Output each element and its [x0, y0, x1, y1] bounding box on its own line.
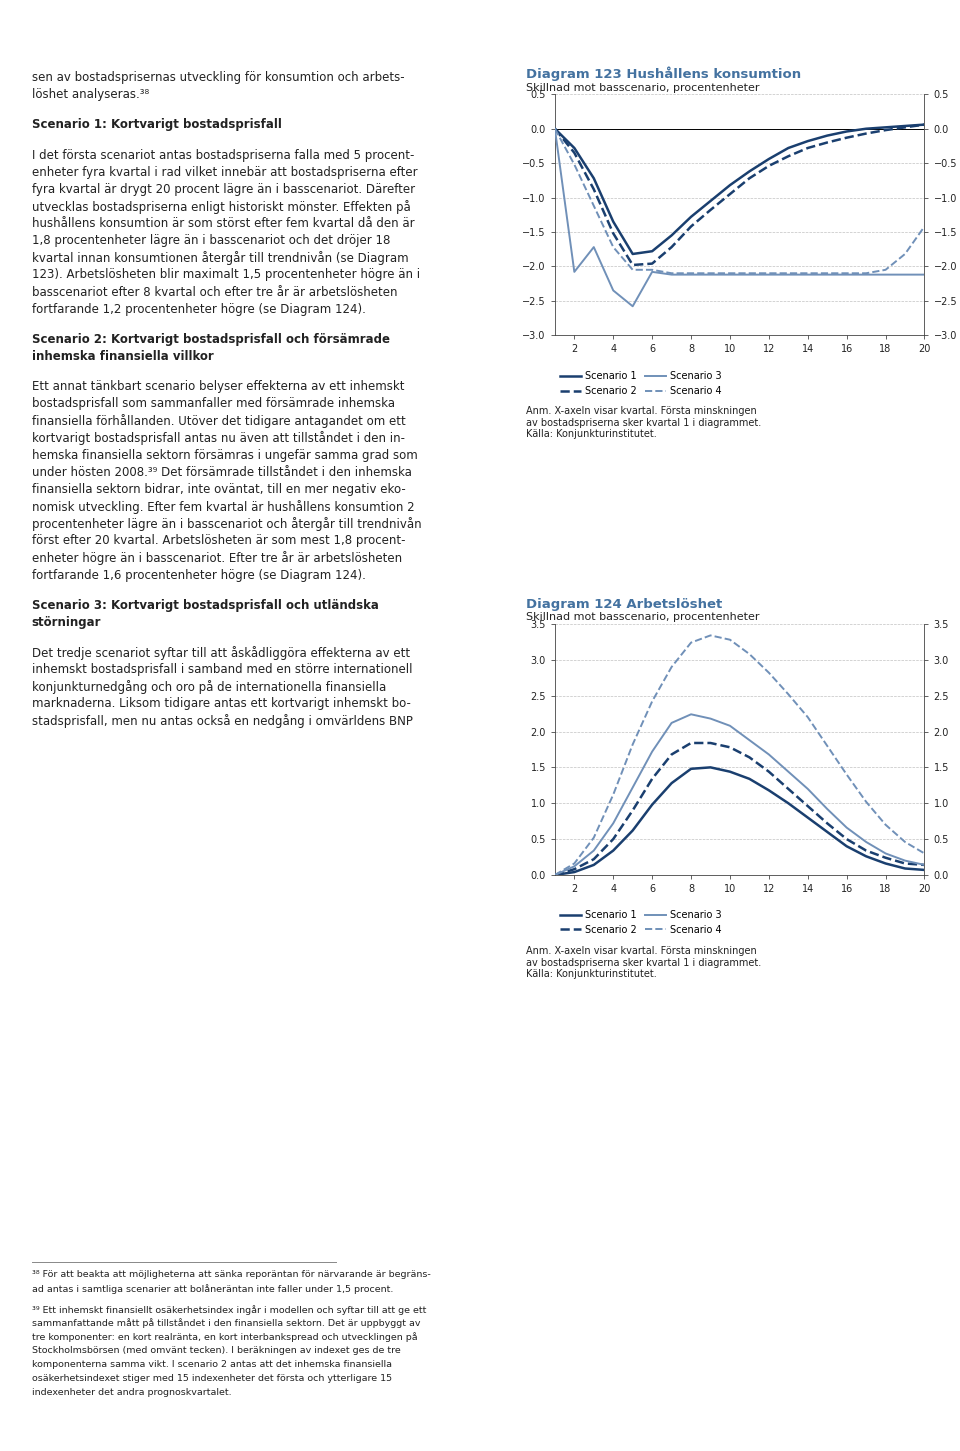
Text: Scenario 2: Kortvarigt bostadsprisfall och försämrade: Scenario 2: Kortvarigt bostadsprisfall o… [32, 332, 390, 345]
Text: nomisk utveckling. Efter fem kvartal är hushållens konsumtion 2: nomisk utveckling. Efter fem kvartal är … [32, 501, 415, 514]
Text: basscenariot efter 8 kvartal och efter tre år är arbetslösheten: basscenariot efter 8 kvartal och efter t… [32, 286, 397, 299]
Text: indexenheter det andra prognoskvartalet.: indexenheter det andra prognoskvartalet. [32, 1387, 231, 1396]
Text: tre komponenter: en kort realränta, en kort interbankspread och utvecklingen på: tre komponenter: en kort realränta, en k… [32, 1332, 418, 1342]
Text: marknaderna. Liksom tidigare antas ett kortvarigt inhemskt bo-: marknaderna. Liksom tidigare antas ett k… [32, 698, 411, 711]
Text: 123). Arbetslösheten blir maximalt 1,5 procentenheter högre än i: 123). Arbetslösheten blir maximalt 1,5 p… [32, 268, 420, 281]
Text: av bostadspriserna sker kvartal 1 i diagrammet.: av bostadspriserna sker kvartal 1 i diag… [526, 418, 761, 428]
Text: finansiella sektorn bidrar, inte oväntat, till en mer negativ eko-: finansiella sektorn bidrar, inte oväntat… [32, 483, 405, 496]
Text: Skillnad mot basscenario, procentenheter: Skillnad mot basscenario, procentenheter [526, 83, 759, 93]
Text: Stockholmsbörsen (med omvänt tecken). I beräkningen av indexet ges de tre: Stockholmsbörsen (med omvänt tecken). I … [32, 1347, 400, 1355]
Text: Källa: Konjunkturinstitutet.: Källa: Konjunkturinstitutet. [526, 429, 657, 440]
Text: sammanfattande mått på tillståndet i den finansiella sektorn. Det är uppbyggt av: sammanfattande mått på tillståndet i den… [32, 1319, 420, 1329]
Text: Konjunkturläget augusti 2014   59: Konjunkturläget augusti 2014 59 [723, 23, 936, 36]
Text: hushållens konsumtion är som störst efter fem kvartal då den är: hushållens konsumtion är som störst efte… [32, 218, 415, 231]
Text: ³⁸ För att beakta att möjligheterna att sänka reporäntan för närvarande är begrä: ³⁸ För att beakta att möjligheterna att … [32, 1271, 430, 1280]
Text: löshet analyseras.³⁸: löshet analyseras.³⁸ [32, 89, 149, 102]
Text: 1,8 procentenheter lägre än i basscenariot och det dröjer 18: 1,8 procentenheter lägre än i basscenari… [32, 234, 390, 247]
Text: kvartal innan konsumtionen återgår till trendnivån (se Diagram: kvartal innan konsumtionen återgår till … [32, 251, 408, 266]
Text: ad antas i samtliga scenarier att bolåneräntan inte faller under 1,5 procent.: ad antas i samtliga scenarier att bolåne… [32, 1284, 393, 1294]
Text: under hösten 2008.³⁹ Det försämrade tillståndet i den inhemska: under hösten 2008.³⁹ Det försämrade till… [32, 466, 412, 479]
Text: Scenario 3: Kortvarigt bostadsprisfall och utländska: Scenario 3: Kortvarigt bostadsprisfall o… [32, 599, 378, 612]
Text: enheter högre än i basscenariot. Efter tre år är arbetslösheten: enheter högre än i basscenariot. Efter t… [32, 551, 402, 566]
Text: I det första scenariot antas bostadspriserna falla med 5 procent-: I det första scenariot antas bostadspris… [32, 148, 414, 161]
Text: Skillnad mot basscenario, procentenheter: Skillnad mot basscenario, procentenheter [526, 612, 759, 622]
Text: fyra kvartal är drygt 20 procent lägre än i basscenariot. Därefter: fyra kvartal är drygt 20 procent lägre ä… [32, 183, 415, 196]
Text: osäkerhetsindexet stiger med 15 indexenheter det första och ytterligare 15: osäkerhetsindexet stiger med 15 indexenh… [32, 1374, 392, 1383]
Text: inhemska finansiella villkor: inhemska finansiella villkor [32, 350, 213, 363]
Text: Diagram 124 Arbetslöshet: Diagram 124 Arbetslöshet [526, 598, 722, 611]
Legend: Scenario 1, Scenario 2, Scenario 3, Scenario 4: Scenario 1, Scenario 2, Scenario 3, Scen… [560, 371, 722, 396]
Text: procentenheter lägre än i basscenariot och återgår till trendnivån: procentenheter lägre än i basscenariot o… [32, 517, 421, 531]
Text: störningar: störningar [32, 615, 101, 628]
Text: stadsprisfall, men nu antas också en nedgång i omvärldens BNP: stadsprisfall, men nu antas också en ned… [32, 714, 413, 728]
Text: Det tredje scenariot syftar till att åskådliggöra effekterna av ett: Det tredje scenariot syftar till att åsk… [32, 646, 410, 660]
Text: komponenterna samma vikt. I scenario 2 antas att det inhemska finansiella: komponenterna samma vikt. I scenario 2 a… [32, 1360, 392, 1368]
Text: enheter fyra kvartal i rad vilket innebär att bostadspriserna efter: enheter fyra kvartal i rad vilket innebä… [32, 165, 418, 178]
Text: Ett annat tänkbart scenario belyser effekterna av ett inhemskt: Ett annat tänkbart scenario belyser effe… [32, 380, 404, 393]
Text: konjunkturnedgång och oro på de internationella finansiella: konjunkturnedgång och oro på de internat… [32, 681, 386, 694]
Text: fortfarande 1,2 procentenheter högre (se Diagram 124).: fortfarande 1,2 procentenheter högre (se… [32, 303, 366, 316]
Text: kortvarigt bostadsprisfall antas nu även att tillståndet i den in-: kortvarigt bostadsprisfall antas nu även… [32, 431, 405, 445]
Text: sen av bostadsprisernas utveckling för konsumtion och arbets-: sen av bostadsprisernas utveckling för k… [32, 71, 404, 84]
Text: inhemskt bostadsprisfall i samband med en större internationell: inhemskt bostadsprisfall i samband med e… [32, 663, 412, 676]
Text: bostadsprisfall som sammanfaller med försämrade inhemska: bostadsprisfall som sammanfaller med för… [32, 398, 395, 411]
Text: Anm. X-axeln visar kvartal. Första minskningen: Anm. X-axeln visar kvartal. Första minsk… [526, 406, 756, 416]
Text: av bostadspriserna sker kvartal 1 i diagrammet.: av bostadspriserna sker kvartal 1 i diag… [526, 958, 761, 968]
Text: hemska finansiella sektorn försämras i ungefär samma grad som: hemska finansiella sektorn försämras i u… [32, 448, 418, 461]
Text: fortfarande 1,6 procentenheter högre (se Diagram 124).: fortfarande 1,6 procentenheter högre (se… [32, 569, 366, 582]
Text: först efter 20 kvartal. Arbetslösheten är som mest 1,8 procent-: först efter 20 kvartal. Arbetslösheten ä… [32, 534, 405, 547]
Text: Scenario 1: Kortvarigt bostadsprisfall: Scenario 1: Kortvarigt bostadsprisfall [32, 119, 281, 132]
Text: finansiella förhållanden. Utöver det tidigare antagandet om ett: finansiella förhållanden. Utöver det tid… [32, 415, 405, 428]
Text: Källa: Konjunkturinstitutet.: Källa: Konjunkturinstitutet. [526, 969, 657, 979]
Text: Anm. X-axeln visar kvartal. Första minskningen: Anm. X-axeln visar kvartal. Första minsk… [526, 946, 756, 956]
Legend: Scenario 1, Scenario 2, Scenario 3, Scenario 4: Scenario 1, Scenario 2, Scenario 3, Scen… [560, 910, 722, 934]
Text: utvecklas bostadspriserna enligt historiskt mönster. Effekten på: utvecklas bostadspriserna enligt histori… [32, 200, 411, 213]
Text: ³⁹ Ett inhemskt finansiellt osäkerhetsindex ingår i modellen och syftar till att: ³⁹ Ett inhemskt finansiellt osäkerhetsin… [32, 1304, 426, 1315]
Text: Diagram 123 Hushållens konsumtion: Diagram 123 Hushållens konsumtion [526, 67, 802, 81]
